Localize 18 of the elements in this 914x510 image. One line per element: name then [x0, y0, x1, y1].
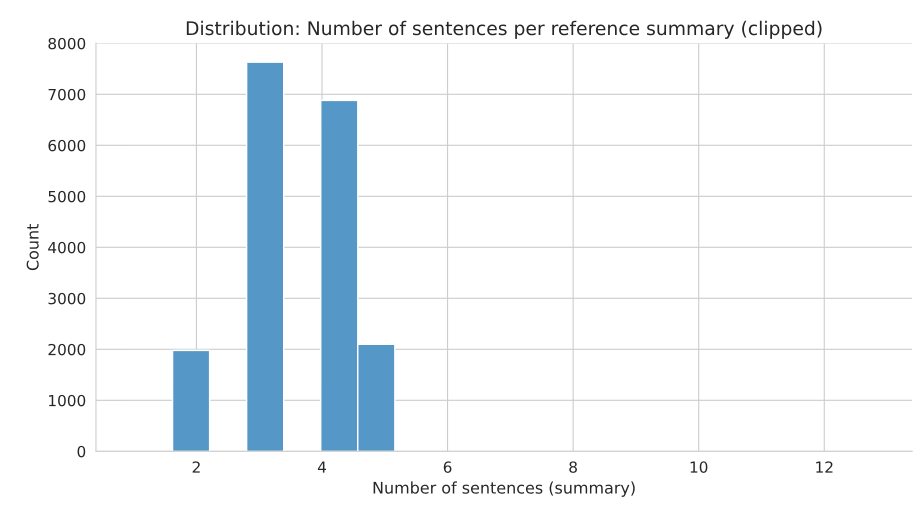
y-tick-label: 6000	[48, 140, 86, 152]
x-axis-title: Number of sentences (summary)	[374, 481, 635, 497]
y-tick-label: 0	[78, 446, 86, 458]
y-tick-label: 3000	[48, 292, 86, 304]
y-tick-label: 1000	[49, 394, 86, 406]
x-tick-label: 4	[318, 462, 326, 473]
x-tick-label: 10	[690, 461, 708, 473]
y-tick-label: 2000	[48, 344, 86, 356]
y-tick-label: 5000	[48, 190, 86, 202]
chart-title: Distribution: Number of sentences per reference summary (clipped)	[186, 20, 822, 39]
y-tick-label: 8000	[48, 38, 86, 50]
y-axis-title: Count	[26, 224, 39, 270]
y-tick-label: 4000	[48, 242, 86, 254]
y-tick-label: 7000	[48, 88, 86, 100]
x-tick-label: 8	[569, 461, 577, 473]
x-tick-label: 2	[192, 461, 200, 473]
x-tick-label: 12	[816, 461, 832, 473]
x-tick-label: 6	[444, 461, 452, 473]
